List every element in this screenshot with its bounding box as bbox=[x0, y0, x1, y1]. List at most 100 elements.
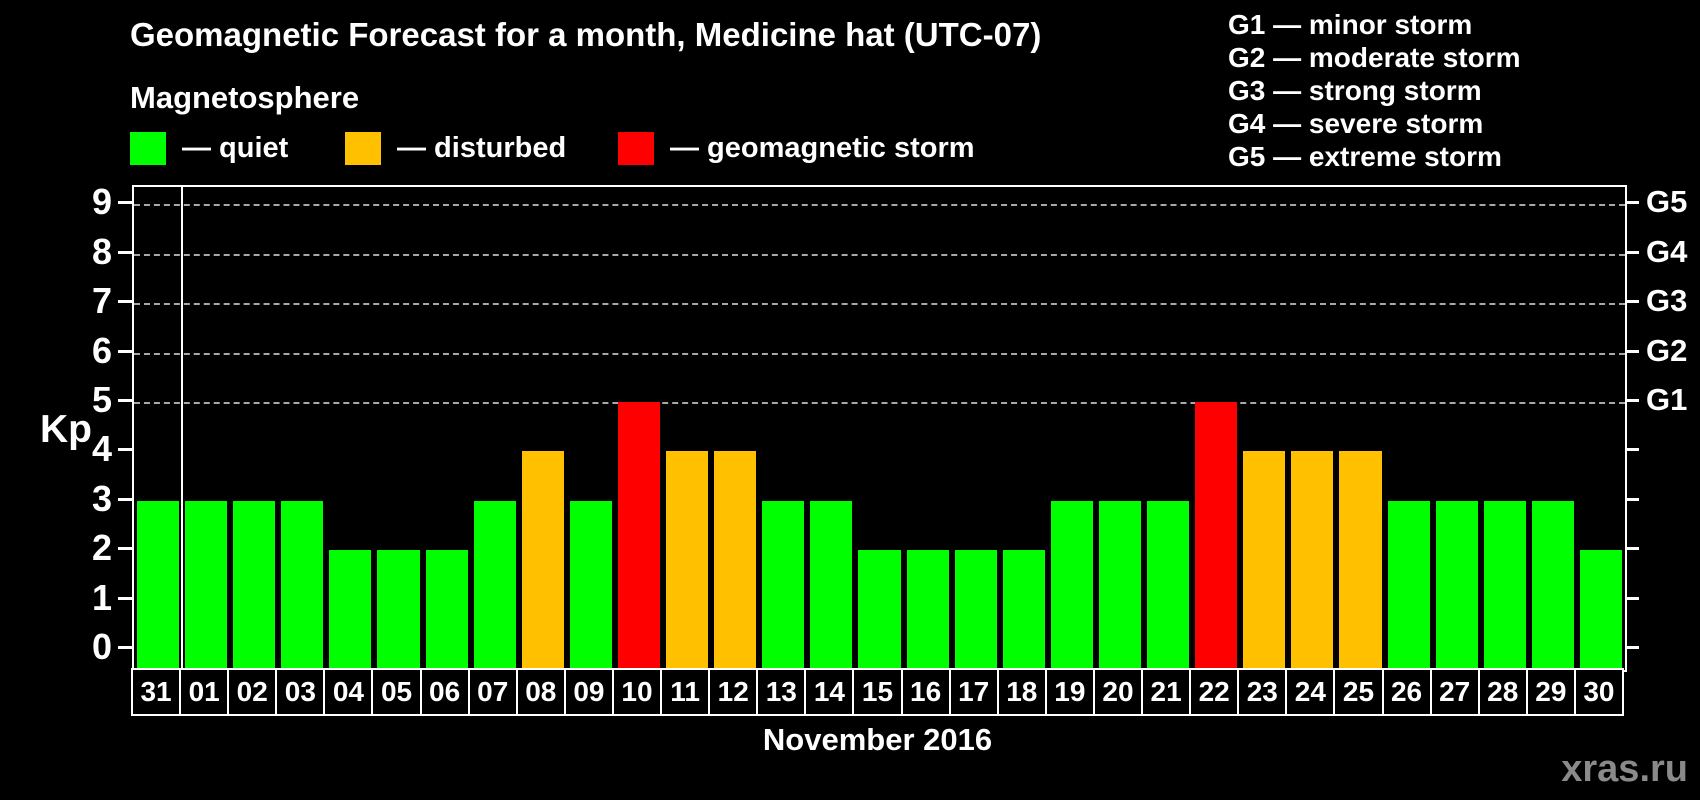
x-tick-label-24: 24 bbox=[1285, 668, 1336, 716]
kp-bar-29 bbox=[1531, 500, 1574, 670]
kp-bar-10 bbox=[617, 402, 661, 670]
y-tick-label-4: 4 bbox=[91, 428, 112, 470]
y-tick-left-0 bbox=[118, 646, 132, 649]
y-tick-left-3 bbox=[118, 497, 132, 501]
x-tick-label-23: 23 bbox=[1237, 668, 1288, 716]
kp-bar-20 bbox=[1098, 500, 1142, 670]
kp-bar-26 bbox=[1387, 500, 1430, 670]
y-tick-left-6 bbox=[118, 349, 132, 353]
kp-bar-28 bbox=[1483, 500, 1526, 670]
chart-title: Geomagnetic Forecast for a month, Medici… bbox=[130, 16, 1042, 53]
y-tick-right-9 bbox=[1625, 201, 1639, 205]
x-tick-label-31: 31 bbox=[131, 668, 182, 716]
y-tick-left-8 bbox=[118, 250, 132, 254]
kp-bar-23 bbox=[1243, 451, 1286, 670]
legend-label-quiet: — quiet bbox=[182, 131, 289, 164]
grid-line-kp7 bbox=[134, 303, 1625, 306]
g-scale-legend-item: G1 — minor storm bbox=[1228, 9, 1473, 40]
kp-bar-27 bbox=[1435, 500, 1478, 670]
kp-bar-19 bbox=[1050, 500, 1093, 670]
x-tick-label-06: 06 bbox=[419, 668, 470, 716]
kp-bar-04 bbox=[329, 550, 372, 670]
legend-item-storm: — geomagnetic storm bbox=[618, 130, 975, 166]
grid-line-kp5 bbox=[134, 402, 1625, 404]
kp-bar-02 bbox=[233, 500, 276, 670]
y-tick-right-3 bbox=[1625, 497, 1639, 501]
x-tick-label-30: 30 bbox=[1573, 668, 1624, 716]
y-tick-left-9 bbox=[118, 201, 132, 205]
y-tick-label-8: 8 bbox=[91, 230, 112, 272]
kp-bar-01 bbox=[185, 500, 228, 670]
y-tick-label-2: 2 bbox=[91, 527, 112, 569]
x-tick-label-15: 15 bbox=[852, 668, 903, 716]
kp-bar-05 bbox=[377, 550, 420, 670]
y-tick-label-1: 1 bbox=[91, 576, 112, 618]
kp-bar-22 bbox=[1195, 402, 1238, 670]
y-tick-label-0: 0 bbox=[91, 626, 112, 667]
kp-bar-16 bbox=[906, 550, 949, 670]
x-tick-label-25: 25 bbox=[1333, 668, 1384, 716]
chart-plot-area bbox=[132, 185, 1627, 672]
kp-bar-08 bbox=[521, 451, 564, 670]
chart-subtitle: Magnetosphere bbox=[130, 80, 360, 115]
x-tick-label-16: 16 bbox=[900, 668, 951, 716]
g-axis-label-G4: G4 bbox=[1646, 233, 1688, 269]
g-axis-label-G5: G5 bbox=[1646, 184, 1688, 220]
x-tick-label-10: 10 bbox=[611, 668, 663, 716]
y-tick-right-5 bbox=[1625, 399, 1639, 402]
y-tick-left-1 bbox=[118, 596, 132, 600]
y-tick-right-8 bbox=[1625, 250, 1639, 254]
y-tick-right-4 bbox=[1625, 448, 1639, 452]
kp-bar-14 bbox=[810, 500, 853, 670]
x-tick-label-01: 01 bbox=[179, 668, 230, 716]
month-boundary-line bbox=[181, 187, 184, 670]
x-tick-label-05: 05 bbox=[371, 668, 422, 716]
kp-bar-30 bbox=[1579, 550, 1622, 670]
kp-bar-13 bbox=[762, 500, 805, 670]
x-tick-label-12: 12 bbox=[708, 668, 759, 716]
y-tick-left-4 bbox=[118, 448, 132, 452]
x-tick-label-03: 03 bbox=[275, 668, 326, 716]
g-scale-legend-item: G3 — strong storm bbox=[1228, 75, 1482, 106]
x-tick-label-29: 29 bbox=[1525, 668, 1576, 716]
kp-bar-18 bbox=[1002, 550, 1045, 670]
legend-label-storm: — geomagnetic storm bbox=[670, 131, 975, 164]
g-scale-legend-item: G5 — extreme storm bbox=[1228, 141, 1502, 172]
x-tick-label-21: 21 bbox=[1141, 668, 1192, 716]
x-tick-label-18: 18 bbox=[996, 668, 1047, 716]
kp-bar-07 bbox=[473, 500, 516, 670]
y-tick-right-2 bbox=[1625, 547, 1639, 551]
disturbed-color-swatch bbox=[345, 131, 381, 165]
y-tick-label-3: 3 bbox=[91, 477, 112, 519]
quiet-color-swatch bbox=[130, 131, 166, 165]
kp-bar-24 bbox=[1291, 451, 1334, 670]
x-tick-label-11: 11 bbox=[660, 668, 711, 716]
grid-line-kp8 bbox=[134, 253, 1625, 256]
g-axis-label-G1: G1 bbox=[1646, 382, 1688, 417]
y-axis-title: Kp bbox=[40, 408, 92, 451]
g-scale-legend: G1 — minor storm G2 — moderate storm G3 … bbox=[1228, 8, 1521, 173]
kp-bar-17 bbox=[954, 550, 997, 670]
x-tick-label-17: 17 bbox=[948, 668, 999, 716]
x-tick-label-26: 26 bbox=[1381, 668, 1432, 716]
legend-item-disturbed: — disturbed bbox=[345, 130, 566, 166]
kp-bar-03 bbox=[281, 500, 324, 670]
x-tick-label-27: 27 bbox=[1429, 668, 1480, 716]
g-scale-legend-item: G2 — moderate storm bbox=[1228, 42, 1521, 73]
x-tick-label-22: 22 bbox=[1189, 668, 1240, 716]
x-tick-label-04: 04 bbox=[323, 668, 374, 716]
y-tick-label-9: 9 bbox=[91, 181, 112, 223]
storm-color-swatch bbox=[618, 131, 654, 165]
y-tick-right-0 bbox=[1625, 646, 1639, 649]
watermark: xras.ru bbox=[1561, 748, 1688, 790]
x-tick-label-19: 19 bbox=[1044, 668, 1095, 716]
g-axis-label-G2: G2 bbox=[1646, 332, 1688, 368]
x-tick-label-08: 08 bbox=[515, 668, 566, 716]
grid-line-kp9 bbox=[134, 204, 1625, 207]
kp-bar-11 bbox=[666, 451, 709, 670]
y-tick-left-5 bbox=[118, 399, 132, 402]
kp-bar-21 bbox=[1147, 500, 1190, 670]
grid-line-kp6 bbox=[134, 352, 1625, 355]
x-tick-label-20: 20 bbox=[1092, 668, 1144, 716]
